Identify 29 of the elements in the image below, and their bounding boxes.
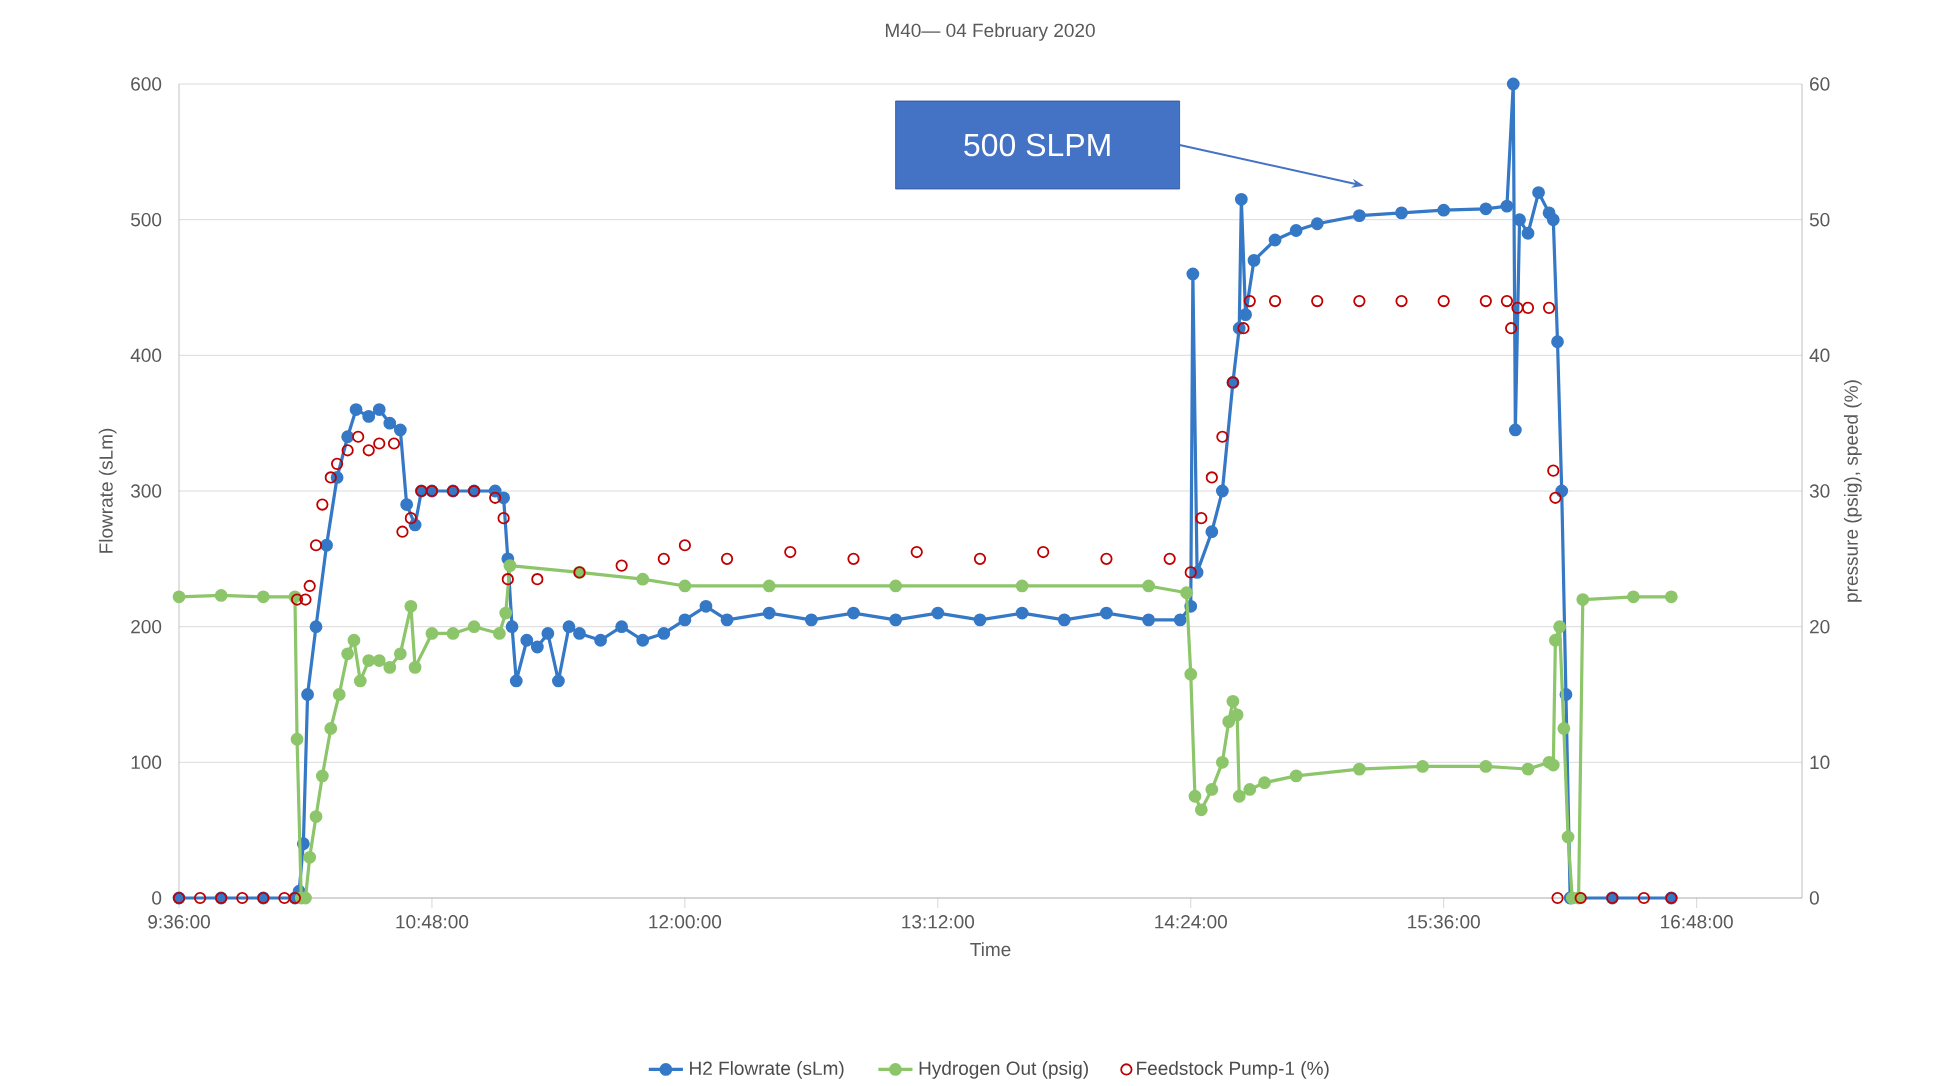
x-axis-title: Time [970, 942, 1011, 957]
legend-label: H2 Flowrate (sLm) [690, 1061, 844, 1079]
y-tick-label: 500 [131, 213, 162, 227]
y-tick-label: 600 [131, 77, 162, 91]
x-tick-label: 9:36:00 [148, 915, 210, 929]
x-tick-label: 13:12:00 [902, 915, 975, 929]
y2-tick-label: 30 [1809, 484, 1830, 498]
legend-label: Hydrogen Out (psig) [919, 1061, 1088, 1079]
y-tick-label: 400 [130, 348, 162, 363]
x-tick-label: 14:24:00 [1155, 915, 1227, 929]
x-tick-label: 10:48:00 [396, 915, 469, 929]
annotation: 500 SLPM [964, 133, 1110, 157]
y-tick-label: 200 [131, 620, 162, 634]
y2-tick-label: 40 [1809, 348, 1830, 363]
y-tick-label: 300 [130, 484, 162, 498]
y2-tick-label: 10 [1810, 755, 1830, 770]
y-axis-title: Flowrate (sLm) [98, 428, 117, 553]
y2-tick-label: 50 [1809, 213, 1830, 227]
y-tick-label: 100 [131, 755, 162, 770]
chart-title: M40— 04 February 2020 [885, 23, 1095, 41]
legend-label: Feedstock Pump-1 (%) [1137, 1061, 1329, 1079]
x-tick-label: 16:48:00 [1661, 915, 1733, 929]
x-tick-label: 15:36:00 [1408, 915, 1480, 929]
x-tick-label: 12:00:00 [649, 915, 722, 929]
y-tick-label: 0 [152, 891, 162, 905]
y2-axis-title: pressure (psig), speed (%) [1843, 380, 1862, 602]
y2-tick-label: 20 [1810, 620, 1830, 634]
y2-tick-label: 60 [1810, 77, 1830, 91]
y2-tick-label: 0 [1809, 891, 1819, 905]
